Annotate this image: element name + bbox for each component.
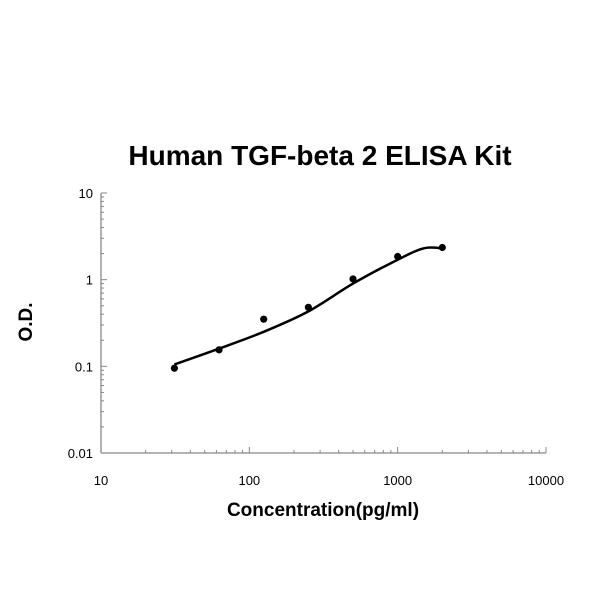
data-point: [304, 303, 312, 311]
data-point: [260, 315, 268, 323]
data-point: [215, 346, 223, 354]
data-point: [394, 252, 402, 261]
y-tick-label: 0.1: [75, 359, 93, 374]
x-tick-label: 100: [238, 473, 260, 488]
x-tick-label: 1000: [383, 473, 412, 488]
x-tick-label: 10: [94, 473, 108, 488]
y-tick-label: 0.01: [68, 446, 93, 461]
x-tick-label: 10000: [528, 473, 564, 488]
data-point: [349, 275, 357, 283]
data-point: [438, 243, 446, 252]
data-point: [170, 364, 179, 372]
y-tick-label: 1: [86, 273, 93, 288]
data-points: [170, 243, 446, 372]
y-tick-label: 10: [79, 186, 93, 201]
axis-ticks: [100, 192, 547, 454]
x-axis-label: Concentration(pg/ml): [226, 500, 420, 521]
trend-line: [173, 246, 443, 366]
chart-title: Human TGF-beta 2 ELISA Kit: [128, 140, 512, 171]
